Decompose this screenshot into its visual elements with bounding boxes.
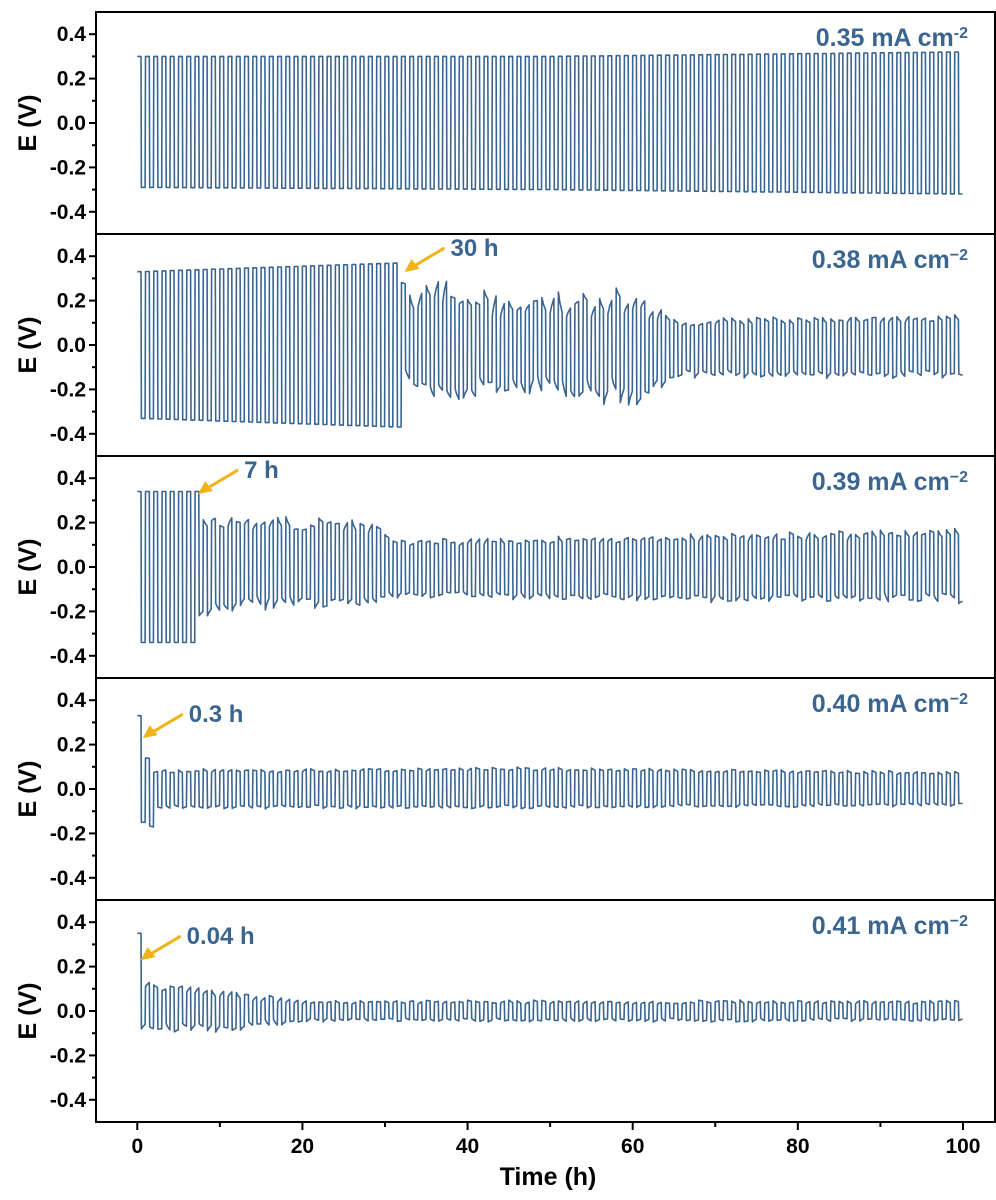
series-line bbox=[137, 51, 963, 195]
y-axis-label: E (V) bbox=[14, 317, 42, 374]
panel-1: 0.4 0.2 0.0 -0.2 -0.4 E (V) 0.35 mA cm-2 bbox=[14, 11, 996, 235]
annotation-label: 0.04 h bbox=[187, 923, 255, 950]
panel-3: 0.4 0.2 0.0 -0.2 -0.4 E (V) 0.39 mA cm−2 7 h bbox=[14, 455, 996, 679]
y-tick-label: 0.2 bbox=[57, 956, 86, 979]
y-tick-label: -0.4 bbox=[50, 423, 87, 446]
annotation-label: 7 h bbox=[244, 457, 279, 484]
current-density-exponent: -2 bbox=[954, 25, 968, 42]
x-tick-label: 20 bbox=[291, 1135, 314, 1158]
annotation-arrow bbox=[411, 246, 446, 269]
annotation-arrow bbox=[147, 934, 182, 957]
y-tick-label: 0.2 bbox=[57, 512, 86, 535]
series-line bbox=[137, 262, 963, 428]
current-density-label: 0.35 mA cm-2 bbox=[816, 24, 968, 52]
y-tick-label: -0.2 bbox=[50, 156, 86, 179]
y-tick-label: 0.4 bbox=[57, 23, 87, 46]
y-tick-label: -0.2 bbox=[50, 378, 86, 401]
y-tick-label: -0.2 bbox=[50, 1044, 86, 1067]
annotation-arrowhead bbox=[404, 258, 420, 272]
current-density-label: 0.39 mA cm−2 bbox=[812, 468, 968, 496]
y-tick-label: 0.2 bbox=[57, 290, 86, 313]
y-tick-label: -0.4 bbox=[50, 201, 87, 224]
y-tick-label: -0.4 bbox=[50, 645, 87, 668]
current-density-exponent: −2 bbox=[950, 247, 968, 264]
panel-2: 0.4 0.2 0.0 -0.2 -0.4 E (V) 0.38 mA cm−2 30 h bbox=[14, 233, 996, 457]
y-axis-label: E (V) bbox=[14, 95, 42, 152]
y-tick-label: 0.4 bbox=[57, 689, 87, 712]
current-density-label: 0.41 mA cm−2 bbox=[812, 912, 968, 940]
y-tick-label: -0.2 bbox=[50, 822, 86, 845]
annotation-arrowhead bbox=[198, 480, 214, 494]
x-axis: 0 20 40 60 80 100 bbox=[131, 1122, 980, 1158]
current-density-exponent: −2 bbox=[950, 691, 968, 708]
current-density-label: 0.40 mA cm−2 bbox=[812, 690, 968, 718]
x-tick-label: 40 bbox=[456, 1135, 479, 1158]
annotation-arrow bbox=[205, 468, 239, 491]
x-tick-label: 60 bbox=[621, 1135, 644, 1158]
y-axis-label: E (V) bbox=[14, 539, 42, 596]
y-axis-label: E (V) bbox=[14, 761, 42, 818]
chart-panels: 0.4 0.2 0.0 -0.2 -0.4 E (V) 0.35 mA cm-2 0.4 0.2… bbox=[14, 11, 996, 1123]
panel-5: 0.4 0.2 0.0 -0.2 -0.4 E (V) 0.41 mA cm−2 0.04 h bbox=[14, 899, 996, 1123]
series-line bbox=[137, 490, 963, 644]
annotation-label: 30 h bbox=[451, 235, 499, 262]
annotation-arrow bbox=[149, 712, 184, 735]
annotation-arrowhead bbox=[140, 947, 156, 961]
panel-4: 0.4 0.2 0.0 -0.2 -0.4 E (V) 0.40 mA cm−2 0.3 h bbox=[14, 677, 996, 901]
y-tick-label: 0.0 bbox=[57, 1000, 86, 1023]
y-tick-label: 0.4 bbox=[57, 245, 87, 268]
current-density-label: 0.38 mA cm−2 bbox=[812, 246, 968, 274]
current-density-exponent: −2 bbox=[950, 913, 968, 930]
x-tick-label: 100 bbox=[945, 1135, 980, 1158]
y-tick-label: 0.0 bbox=[57, 778, 86, 801]
y-tick-label: 0.2 bbox=[57, 68, 86, 91]
current-density-exponent: −2 bbox=[950, 469, 968, 486]
y-tick-label: -0.4 bbox=[50, 1089, 87, 1112]
series-line bbox=[137, 714, 963, 828]
y-tick-label: 0.4 bbox=[57, 911, 87, 934]
x-tick-label: 0 bbox=[131, 1135, 143, 1158]
y-tick-label: 0.2 bbox=[57, 734, 86, 757]
y-tick-label: 0.4 bbox=[57, 467, 87, 490]
y-tick-label: 0.0 bbox=[57, 334, 86, 357]
x-tick-label: 80 bbox=[786, 1135, 809, 1158]
annotation-arrowhead bbox=[142, 725, 158, 739]
y-tick-label: 0.0 bbox=[57, 112, 86, 135]
y-tick-label: -0.2 bbox=[50, 600, 86, 623]
x-axis-label: Time (h) bbox=[500, 1163, 597, 1191]
y-axis-label: E (V) bbox=[14, 983, 42, 1040]
series-line bbox=[137, 932, 963, 1033]
annotation-label: 0.3 h bbox=[189, 701, 244, 728]
y-tick-label: -0.4 bbox=[50, 867, 87, 890]
y-tick-label: 0.0 bbox=[57, 556, 86, 579]
